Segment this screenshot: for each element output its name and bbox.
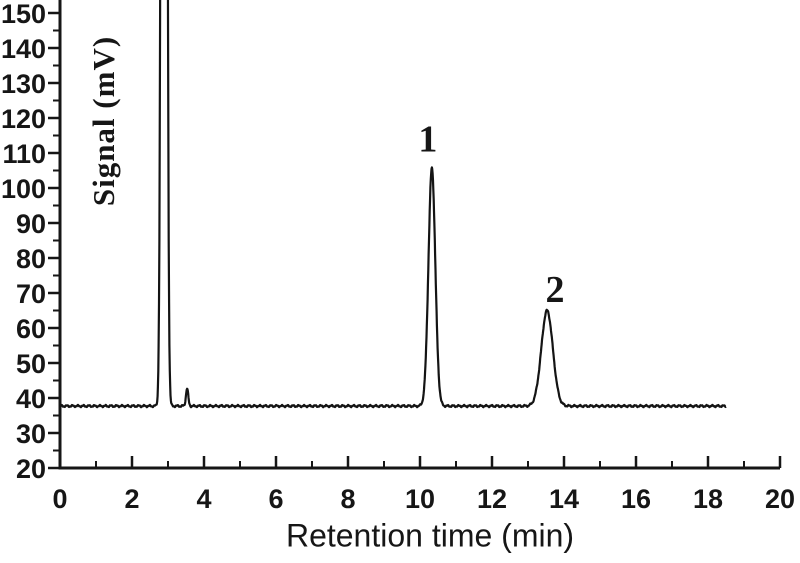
- x-tick-label: 14: [549, 484, 579, 514]
- signal-trace: [59, 0, 727, 409]
- y-tick-label: 150: [1, 0, 46, 29]
- x-tick-label: 4: [196, 484, 211, 514]
- x-tick-label: 8: [340, 484, 355, 514]
- y-tick-label: 120: [1, 104, 46, 134]
- x-tick-label: 20: [765, 484, 795, 514]
- y-tick-label: 70: [16, 279, 46, 309]
- y-axis-title: Signal (mV): [86, 35, 121, 207]
- peak-label-1: 1: [418, 118, 437, 160]
- y-tick-label: 20: [16, 454, 46, 484]
- x-tick-label: 6: [268, 484, 283, 514]
- x-tick-label: 2: [124, 484, 139, 514]
- x-tick-label: 10: [405, 484, 435, 514]
- y-tick-label: 40: [16, 384, 46, 414]
- x-tick-label: 12: [477, 484, 507, 514]
- y-tick-label: 60: [16, 314, 46, 344]
- y-tick-label: 90: [16, 209, 46, 239]
- x-tick-label: 0: [52, 484, 67, 514]
- y-tick-label: 140: [1, 34, 46, 64]
- x-axis-title: Retention time (min): [285, 517, 575, 554]
- y-tick-label: 80: [16, 244, 46, 274]
- y-tick-label: 30: [16, 419, 46, 449]
- x-tick-label: 18: [693, 484, 723, 514]
- peak-label-2: 2: [546, 269, 565, 311]
- y-tick-label: 100: [1, 174, 46, 204]
- y-tick-label: 50: [16, 349, 46, 379]
- x-tick-label: 16: [621, 484, 651, 514]
- y-tick-label: 130: [1, 69, 46, 99]
- y-tick-label: 110: [2, 139, 46, 169]
